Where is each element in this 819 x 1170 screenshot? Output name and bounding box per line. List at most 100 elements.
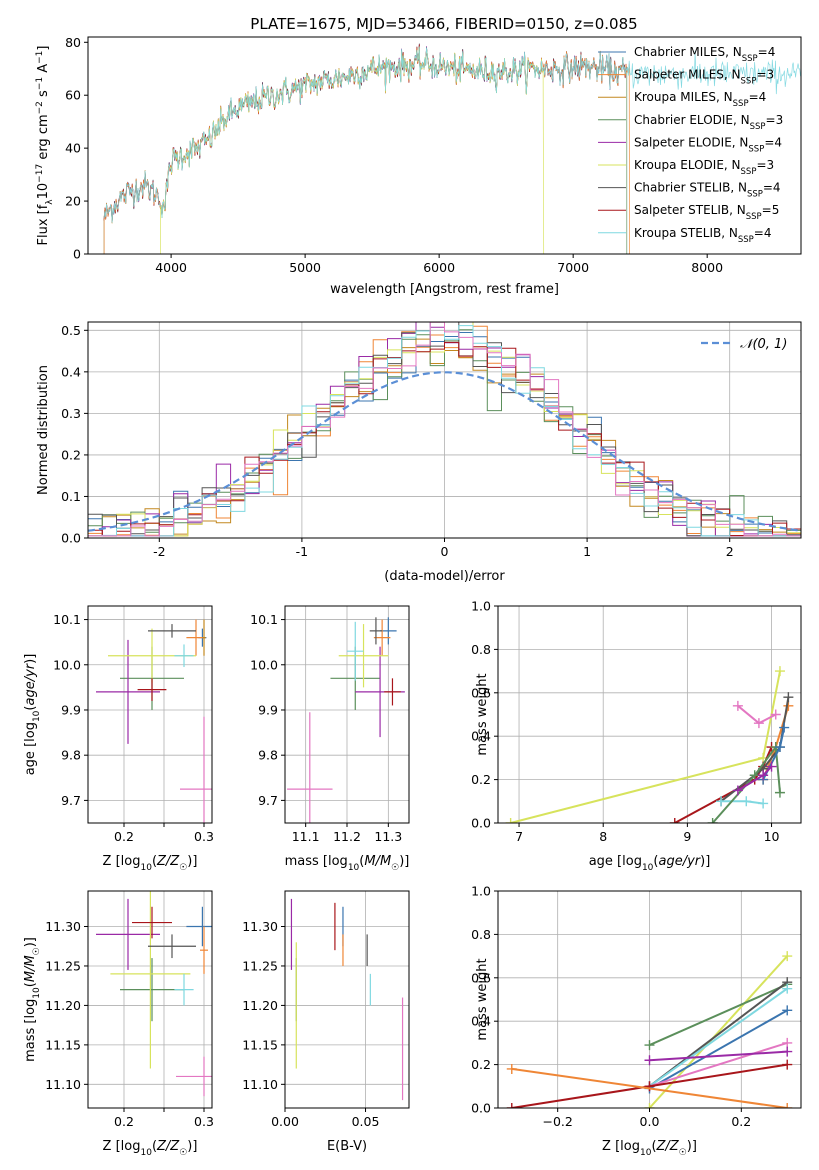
label-part: )]	[687, 1139, 697, 1154]
y-tick-label: 0.8	[471, 927, 491, 942]
label-part: 10	[140, 863, 152, 873]
x-tick-label: 4000	[155, 260, 187, 275]
legend-label-kroupa_stelib: Kroupa STELIB, NSSP=4	[634, 226, 772, 245]
weight-marker-kroupa_stelib	[741, 796, 752, 807]
spectrum-series-kroupa_elodie	[160, 47, 545, 254]
x-tick-label: 5000	[289, 260, 321, 275]
age_vs_z-xlabel: Z [log10(Z/Z☉)]	[103, 854, 198, 873]
x-tick-label: 0.0	[640, 1114, 660, 1129]
x-tick-label: 2	[726, 544, 734, 559]
label-part: 10	[642, 863, 654, 873]
weight-marker-pink	[732, 700, 743, 711]
chart-age_vs_z: 0.2 0.39.79.89.910.010.1Z [log10(Z/Z☉)]ag…	[23, 605, 214, 873]
plot-area	[96, 619, 212, 823]
weight-marker-salpeter_elodie	[782, 1046, 793, 1057]
weight-line-salpeter_elodie	[649, 1050, 788, 1062]
weight-line-chabrier_miles	[649, 1009, 788, 1090]
weight-marker-kroupa_elodie	[505, 818, 516, 823]
normal-curve	[88, 371, 801, 532]
x-tick-label: 11.1	[292, 829, 320, 844]
y-tick-label: 0.2	[471, 772, 491, 787]
weight-marker-kroupa_stelib	[782, 983, 793, 994]
legend-label-chabrier_stelib: Chabrier STELIB, NSSP=4	[634, 181, 781, 200]
x-tick-label: 9	[683, 829, 691, 844]
weight_vs_z-ylabel: mass weight	[475, 958, 490, 1040]
x-tick-label: 8	[599, 829, 607, 844]
legend-sub: SSP	[748, 144, 764, 154]
plot-area	[88, 322, 801, 537]
legend-name: Kroupa ELODIE, N	[634, 158, 741, 172]
weight-marker-salpeter_miles	[506, 1063, 517, 1074]
y-tick-label: 80	[65, 35, 81, 50]
weight-marker-pink	[770, 709, 781, 720]
x-tick-label: 0.2	[731, 1114, 751, 1129]
weight-line-salpeter_miles	[511, 1067, 788, 1108]
legend-name: Salpeter ELODIE, N	[634, 135, 748, 149]
label-part: )]	[700, 854, 710, 869]
weight-marker-chabrier_miles	[774, 742, 785, 753]
y-tick-label: 1.0	[471, 599, 491, 614]
plot-area	[96, 891, 212, 1097]
weight-line-kroupa_stelib	[648, 987, 788, 1088]
weight-marker-chabrier_elodie	[644, 1040, 655, 1051]
legend-count: =3	[766, 113, 784, 127]
chart-residuals: -2 -1 0 1 2 0.0 0.1 0.2 0.3 0.4 0.5 𝒩(0, 1) (data-mo…	[36, 321, 802, 584]
mass_vs_z-xlabel: Z [log10(Z/Z☉)]	[103, 1139, 198, 1158]
label-part: age/yr	[658, 854, 701, 869]
x-tick-label: -1	[296, 544, 308, 559]
legend-label-chabrier_elodie: Chabrier ELODIE, NSSP=3	[634, 113, 783, 132]
legend-sub: SSP	[742, 54, 758, 64]
legend-count: =3	[756, 68, 774, 82]
legend-label-normal: 𝒩(0, 1)	[740, 337, 787, 352]
x-tick-label: 6000	[423, 260, 455, 275]
spectrum-ylabel: Flux [fλ10−17 erg cm−2 s−1 A−1]	[35, 46, 55, 246]
label-part: erg cm	[36, 114, 51, 163]
x-tick-label: 10	[764, 829, 780, 844]
weight-line-chabrier_elodie	[649, 983, 788, 1047]
label-part: 10	[140, 1148, 152, 1158]
weight-marker-salpeter_stelib	[644, 1081, 655, 1092]
y-tick-label: 10.0	[250, 657, 278, 672]
legend-count: =4	[764, 135, 782, 149]
legend-sub: SSP	[750, 122, 766, 132]
y-tick-label: 9.9	[61, 702, 81, 717]
y-tick-label: 0.5	[61, 323, 81, 338]
y-tick-label: 0.4	[61, 364, 81, 379]
legend-count: =5	[762, 203, 780, 217]
spectrum-series-kroupa_stelib	[103, 46, 801, 223]
legend-sub: SSP	[741, 77, 757, 87]
y-tick-label: 0.3	[61, 406, 81, 421]
histogram-step-salpeter_stelib	[88, 341, 801, 537]
weight-marker-kroupa_elodie	[782, 951, 793, 962]
legend-name: Chabrier MILES, N	[634, 45, 742, 59]
label-part: Z/Z	[656, 1139, 680, 1154]
residuals-ylabel: Normed distribution	[36, 365, 51, 495]
label-part: )]	[23, 937, 38, 947]
weight-marker-salpeter_elodie	[766, 761, 777, 772]
y-tick-label: 11.25	[242, 958, 278, 973]
label-part: 10	[36, 183, 51, 200]
y-tick-label: 0.0	[471, 816, 491, 831]
label-part: )]	[187, 1139, 197, 1154]
weight-marker-kroupa_elodie	[644, 1103, 655, 1108]
label-part: )]	[187, 854, 197, 869]
age_vs_mass-xlabel: mass [log10(M/M☉)]	[285, 854, 410, 873]
x-tick-label: 0.00	[271, 1114, 299, 1129]
x-tick-label: 0.3	[194, 829, 214, 844]
legend-label-salpeter_miles: Salpeter MILES, NSSP=3	[634, 68, 774, 87]
legend-sub: SSP	[747, 190, 763, 200]
legend-count: =4	[754, 226, 772, 240]
spectrum-series-chabrier_elodie	[103, 46, 628, 254]
legend-count: =4	[763, 181, 781, 195]
y-tick-label: 0	[73, 247, 81, 262]
mass_vs_ebv-xlabel: E(B-V)	[327, 1139, 367, 1154]
legend-name: Salpeter MILES, N	[634, 68, 741, 82]
y-tick-label: 40	[65, 141, 81, 156]
label-part: mass [log	[285, 854, 348, 869]
label-part: −17	[35, 164, 45, 183]
weight-marker-chabrier_miles	[782, 1005, 793, 1016]
y-tick-label: 11.15	[242, 1037, 278, 1052]
